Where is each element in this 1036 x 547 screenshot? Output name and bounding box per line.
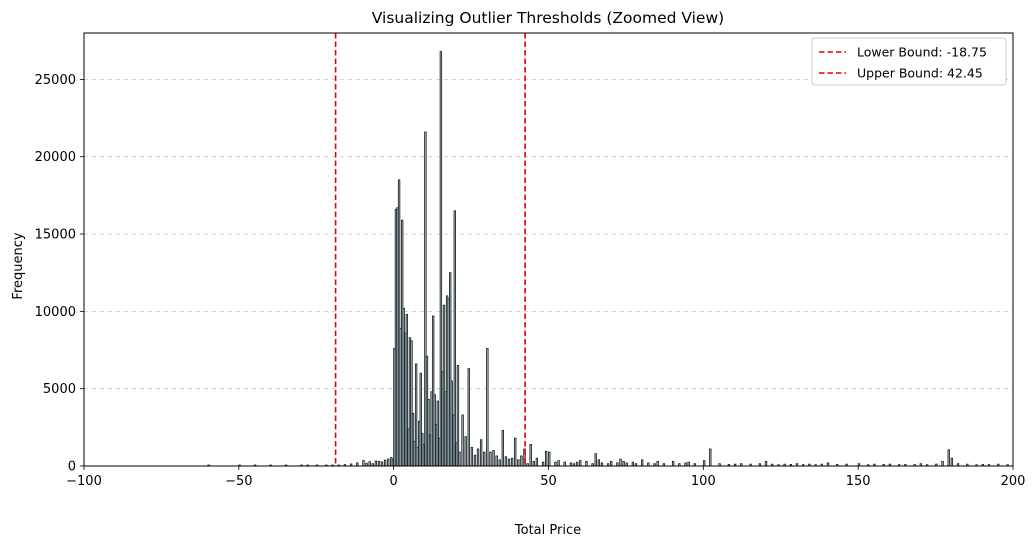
y-tick-label: 0: [68, 460, 76, 475]
x-tick-label: 200: [1001, 474, 1026, 489]
histogram-bar: [597, 459, 600, 467]
histogram-bar: [709, 448, 712, 467]
histogram-bar: [687, 461, 690, 467]
histogram-bar: [501, 430, 504, 467]
histogram-bar: [504, 456, 508, 467]
histogram-bar: [541, 461, 545, 467]
histogram-bar: [476, 448, 480, 467]
histogram-bar: [619, 458, 622, 467]
y-tick-label: 20000: [35, 150, 76, 165]
histogram-bar: [641, 459, 644, 467]
histogram-bar: [383, 459, 387, 467]
histogram-bar: [495, 455, 498, 467]
histogram-bar: [377, 460, 381, 467]
y-tick-label: 15000: [35, 228, 76, 243]
histogram-bar: [585, 460, 588, 467]
histogram-bar: [610, 460, 613, 467]
histogram-bar: [947, 449, 950, 467]
threshold-lines: [334, 33, 526, 466]
histogram-bar: [458, 451, 461, 467]
histogram-bar: [579, 460, 582, 467]
histogram-bar: [464, 436, 467, 467]
histogram-bar: [453, 210, 456, 467]
histogram-bar: [548, 451, 551, 467]
x-tick-label: 150: [846, 474, 871, 489]
y-tick-label: 25000: [35, 73, 76, 88]
histogram-bar: [489, 451, 492, 467]
histogram-bar: [514, 437, 517, 467]
x-tick-label: 50: [540, 474, 557, 489]
histogram-bar: [575, 461, 579, 467]
histogram-bar: [470, 447, 474, 467]
histogram-bar: [479, 439, 483, 467]
histogram-bar: [473, 454, 477, 467]
histogram-bar: [594, 453, 597, 467]
y-tick-label: 5000: [43, 382, 76, 397]
y-axis: 0 5000 10000 15000 20000 25000: [35, 73, 84, 475]
histogram-bar: [545, 450, 548, 467]
histogram-bar: [483, 451, 486, 467]
plot-area-background: [84, 33, 1013, 466]
histogram-bar: [656, 460, 659, 467]
x-tick-label: −50: [225, 474, 252, 489]
histogram-bar: [492, 450, 495, 467]
legend: Lower Bound: -18.75 Upper Bound: 42.45: [811, 37, 1007, 86]
histogram-bar: [387, 458, 390, 467]
histogram-bar: [529, 443, 532, 467]
histogram-bar: [532, 460, 535, 467]
x-axis: −100 −50 0 50 100 150 200: [66, 466, 1025, 489]
histogram-bar: [368, 461, 371, 467]
legend-upper-bound-label: Upper Bound: 42.45: [857, 66, 983, 81]
histogram-bar: [362, 460, 365, 467]
histogram-bar: [622, 460, 625, 467]
histogram-bar: [563, 461, 566, 467]
histogram-bar: [631, 461, 635, 467]
histogram-bar: [456, 365, 460, 467]
y-axis-label: Frequency: [11, 232, 26, 299]
histogram-bar: [510, 457, 514, 467]
y-tick-label: 10000: [35, 305, 76, 320]
histogram-bar: [467, 368, 470, 467]
x-tick-label: −100: [66, 474, 102, 489]
histogram-bar: [486, 348, 489, 467]
histogram-bar: [507, 458, 511, 467]
x-tick-label: 0: [390, 474, 398, 489]
histogram-bar: [671, 460, 675, 467]
legend-box: [811, 37, 1007, 86]
histogram-bar: [702, 460, 706, 467]
histogram-bar: [535, 457, 539, 467]
histogram-bar: [380, 461, 384, 467]
x-axis-label: Total Price: [514, 523, 581, 538]
legend-lower-bound-label: Lower Bound: -18.75: [857, 45, 987, 60]
histogram-bar: [557, 460, 560, 467]
histogram-bar: [941, 460, 944, 467]
histogram-bar: [554, 461, 557, 467]
histogram-bar: [520, 455, 523, 467]
histogram-bar: [498, 459, 501, 467]
chart-title: Visualizing Outlier Thresholds (Zoomed V…: [372, 9, 724, 27]
histogram-bar: [374, 460, 378, 467]
x-tick-label: 100: [691, 474, 716, 489]
histogram-bar: [461, 414, 464, 467]
histogram-bar: [517, 459, 520, 467]
histogram-bar: [950, 457, 954, 467]
histogram-bar: [764, 460, 768, 467]
gridlines: [84, 78, 1013, 390]
